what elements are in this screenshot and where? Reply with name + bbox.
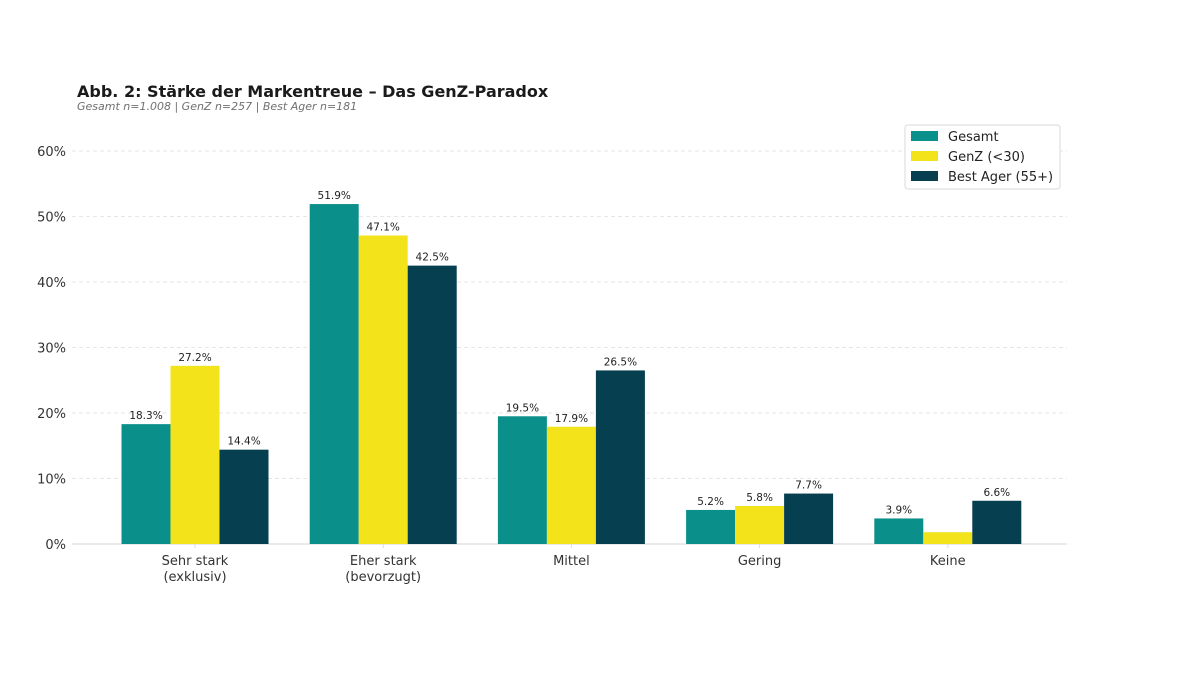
bar-best-ager-55: [595, 370, 645, 544]
x-tick-label: Eher stark (bevorzugt): [345, 554, 421, 585]
bar-gesamt: [874, 518, 924, 544]
chart-subtitle: Gesamt n=1.008 | GenZ n=257 | Best Ager …: [77, 100, 357, 113]
legend: Gesamt GenZ (<30) Best Ager (55+): [904, 124, 1061, 190]
x-tick-label: Mittel: [553, 554, 590, 569]
x-tick-label: Sehr stark (exklusiv): [162, 554, 229, 585]
data-label: 5.2%: [697, 496, 724, 508]
bar-best-ager-55: [972, 500, 1022, 544]
data-label: 6.6%: [983, 487, 1010, 499]
bar-gesamt: [686, 509, 736, 544]
bar-genz-30: [358, 235, 408, 544]
x-tick-label: Keine: [930, 554, 966, 569]
data-label: 3.9%: [885, 504, 912, 516]
legend-box: [904, 124, 1061, 190]
data-label: 17.9%: [555, 413, 588, 425]
bar-best-ager-55: [407, 265, 457, 544]
bar-gesamt: [121, 424, 171, 544]
legend-label: GenZ (<30): [948, 150, 1025, 165]
y-tick-label: 30%: [37, 342, 66, 357]
data-label: 26.5%: [604, 356, 637, 368]
y-tick-label: 20%: [37, 407, 66, 422]
bar-gesamt: [309, 204, 359, 544]
y-tick-label: 60%: [37, 145, 66, 160]
data-label: 7.7%: [795, 480, 822, 492]
legend-label: Best Ager (55+): [948, 170, 1053, 185]
bar-genz-30: [735, 506, 785, 544]
data-label: 14.4%: [227, 436, 260, 448]
bar-genz-30: [546, 426, 596, 544]
data-label: 19.5%: [506, 402, 539, 414]
data-label: 18.3%: [129, 410, 162, 422]
legend-swatch: [911, 151, 938, 161]
data-label: 51.9%: [318, 190, 351, 202]
legend-swatch: [911, 171, 938, 181]
chart-title: Abb. 2: Stärke der Markentreue – Das Gen…: [77, 82, 549, 101]
bar-best-ager-55: [784, 493, 834, 544]
data-label: 47.1%: [367, 221, 400, 233]
y-tick-label: 50%: [37, 211, 66, 226]
legend-label: Gesamt: [948, 130, 999, 145]
data-label: 5.8%: [746, 492, 773, 504]
bar-gesamt: [497, 416, 547, 544]
bars: [121, 204, 1022, 544]
y-tick-label: 10%: [37, 473, 66, 488]
bar-genz-30: [923, 532, 973, 544]
y-tick-label: 0%: [45, 538, 66, 553]
legend-swatch: [911, 131, 938, 141]
data-label: 42.5%: [416, 252, 449, 264]
bar-genz-30: [170, 365, 220, 544]
bar-best-ager-55: [219, 449, 269, 544]
data-label: 27.2%: [178, 352, 211, 364]
data-labels: 18.3% 27.2% 14.4% 51.9% 47.1% 42.5% 19.5% 17.9%…: [129, 190, 1010, 516]
x-tick-label: Gering: [738, 554, 782, 569]
gridlines: [72, 150, 1067, 479]
y-tick-label: 40%: [37, 276, 66, 291]
x-axis: Sehr stark (exklusiv) Eher stark (bevorzugt…: [162, 544, 966, 585]
